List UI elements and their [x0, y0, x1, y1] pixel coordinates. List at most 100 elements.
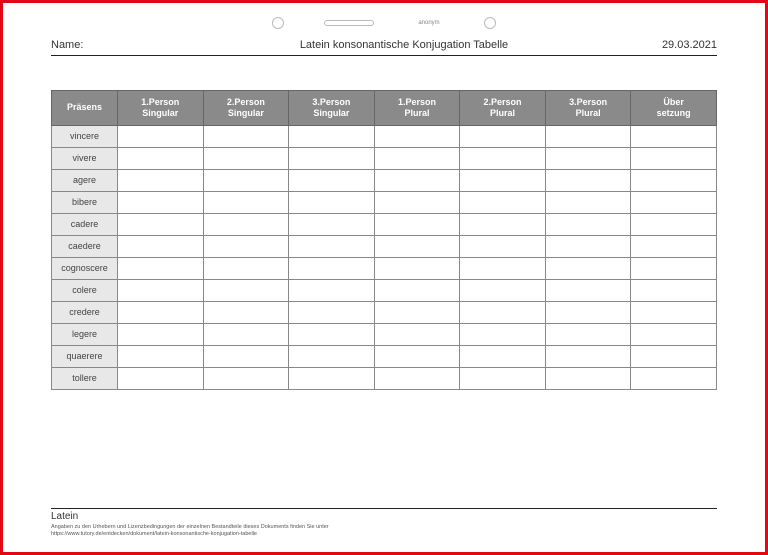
footer-attribution: Angaben zu den Urhebern und Lizenzbeding… — [51, 524, 717, 531]
table-cell — [289, 345, 375, 367]
table-cell — [631, 345, 717, 367]
table-cell — [203, 235, 289, 257]
table-cell — [118, 345, 204, 367]
table-cell — [631, 301, 717, 323]
column-header: 2.PersonPlural — [460, 91, 546, 126]
table-cell — [460, 323, 546, 345]
table-cell — [203, 367, 289, 389]
table-cell — [631, 257, 717, 279]
table-cell — [545, 191, 631, 213]
table-cell — [545, 125, 631, 147]
table-cell — [118, 191, 204, 213]
table-row: colere — [52, 279, 717, 301]
table-row: vivere — [52, 147, 717, 169]
row-label: credere — [52, 301, 118, 323]
table-row: tollere — [52, 367, 717, 389]
table-cell — [374, 147, 460, 169]
table-cell — [289, 367, 375, 389]
page-title: Latein konsonantische Konjugation Tabell… — [171, 39, 637, 51]
row-label: cadere — [52, 213, 118, 235]
table-cell — [545, 367, 631, 389]
name-label: Name: — [51, 39, 171, 51]
table-cell — [631, 213, 717, 235]
table-cell — [118, 125, 204, 147]
anonym-label: anonym — [418, 20, 439, 26]
row-label: vincere — [52, 125, 118, 147]
table-cell — [460, 213, 546, 235]
row-label: legere — [52, 323, 118, 345]
table-cell — [374, 169, 460, 191]
notch-hole — [272, 17, 284, 29]
page-date: 29.03.2021 — [637, 39, 717, 51]
table-cell — [203, 345, 289, 367]
table-cell — [374, 367, 460, 389]
table-cell — [545, 257, 631, 279]
table-cell — [289, 169, 375, 191]
table-cell — [289, 235, 375, 257]
table-cell — [203, 323, 289, 345]
table-cell — [374, 235, 460, 257]
table-cell — [460, 169, 546, 191]
footer: Latein Angaben zu den Urhebern und Lizen… — [51, 508, 717, 538]
table-row: credere — [52, 301, 717, 323]
table-cell — [118, 279, 204, 301]
table-cell — [118, 257, 204, 279]
table-cell — [374, 279, 460, 301]
table-cell — [460, 367, 546, 389]
table-cell — [289, 125, 375, 147]
table-cell — [118, 301, 204, 323]
table-cell — [374, 191, 460, 213]
table-cell — [374, 345, 460, 367]
row-label: caedere — [52, 235, 118, 257]
column-header: 3.PersonSingular — [289, 91, 375, 126]
table-cell — [460, 257, 546, 279]
table-cell — [460, 235, 546, 257]
table-cell — [289, 257, 375, 279]
table-cell — [631, 169, 717, 191]
table-cell — [118, 367, 204, 389]
table-cell — [374, 257, 460, 279]
column-header: 1.PersonPlural — [374, 91, 460, 126]
table-cell — [118, 147, 204, 169]
table-cell — [460, 279, 546, 301]
row-label: cognoscere — [52, 257, 118, 279]
table-cell — [545, 301, 631, 323]
table-cell — [203, 125, 289, 147]
table-row: quaerere — [52, 345, 717, 367]
column-header: 2.PersonSingular — [203, 91, 289, 126]
table-cell — [289, 279, 375, 301]
table-cell — [203, 257, 289, 279]
table-cell — [203, 169, 289, 191]
conjugation-table: Präsens1.PersonSingular2.PersonSingular3… — [51, 90, 717, 390]
table-cell — [289, 323, 375, 345]
table-cell — [545, 235, 631, 257]
notch-hole — [484, 17, 496, 29]
column-header: Präsens — [52, 91, 118, 126]
table-cell — [631, 279, 717, 301]
table-cell — [631, 367, 717, 389]
table-cell — [118, 213, 204, 235]
binder-notches: anonym — [51, 13, 717, 33]
table-cell — [203, 213, 289, 235]
column-header: 1.PersonSingular — [118, 91, 204, 126]
table-cell — [545, 169, 631, 191]
table-cell — [289, 147, 375, 169]
table-cell — [203, 147, 289, 169]
table-cell — [118, 235, 204, 257]
table-cell — [545, 323, 631, 345]
table-cell — [118, 323, 204, 345]
table-cell — [545, 147, 631, 169]
header-row: Name: Latein konsonantische Konjugation … — [51, 39, 717, 56]
table-row: legere — [52, 323, 717, 345]
table-cell — [460, 125, 546, 147]
table-row: agere — [52, 169, 717, 191]
table-cell — [374, 301, 460, 323]
table-cell — [631, 191, 717, 213]
table-row: cognoscere — [52, 257, 717, 279]
table-cell — [289, 213, 375, 235]
table-cell — [203, 279, 289, 301]
table-cell — [460, 345, 546, 367]
table-cell — [631, 323, 717, 345]
row-label: tollere — [52, 367, 118, 389]
table-cell — [631, 235, 717, 257]
